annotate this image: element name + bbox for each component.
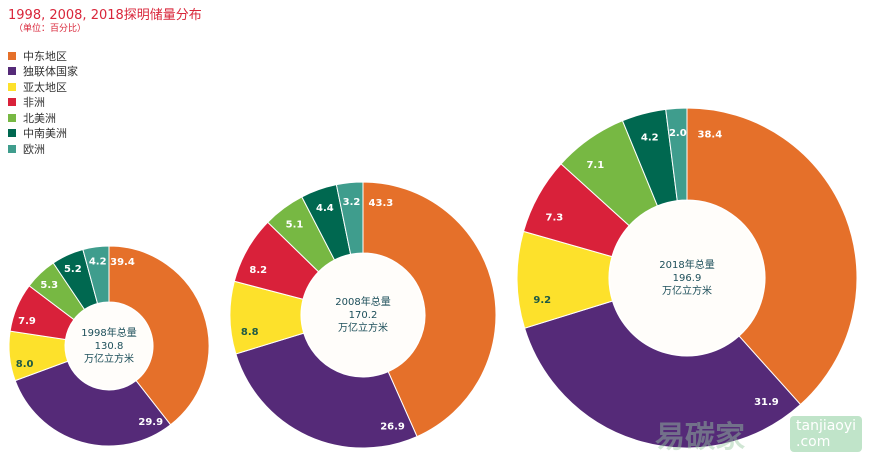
donut-slice bbox=[235, 332, 418, 449]
donut-hole bbox=[610, 201, 764, 355]
chart-title: 1998, 2008, 2018探明储量分布 bbox=[8, 8, 202, 23]
legend: 中东地区独联体国家 亚太地区非洲 北美洲中南美洲 欧洲 bbox=[8, 48, 78, 157]
center-label: 1998年总量 bbox=[81, 326, 136, 339]
data-label: 5.2 bbox=[64, 264, 82, 275]
donut-slice bbox=[82, 245, 110, 305]
legend-swatch bbox=[8, 113, 16, 122]
legend-item: 独联体国家 bbox=[8, 64, 78, 80]
legend-item: 亚太地区 bbox=[8, 79, 78, 95]
data-label: 26.9 bbox=[380, 422, 405, 433]
data-label: 38.4 bbox=[698, 130, 723, 141]
donut-slice bbox=[362, 181, 497, 438]
center-label: 196.9 bbox=[673, 273, 702, 284]
donut-slice bbox=[523, 300, 802, 449]
donut-hole bbox=[302, 254, 424, 376]
legend-label: 中南美洲 bbox=[23, 127, 67, 141]
data-label: 8.8 bbox=[241, 327, 259, 338]
data-label: 2.0 bbox=[669, 128, 687, 139]
donut-slice bbox=[335, 181, 364, 255]
legend-swatch bbox=[8, 129, 16, 138]
data-label: 4.4 bbox=[316, 203, 334, 214]
center-label: 170.2 bbox=[349, 310, 378, 321]
center-label: 万亿立方米 bbox=[84, 352, 134, 365]
legend-label: 欧洲 bbox=[23, 142, 45, 156]
legend-swatch bbox=[8, 98, 16, 107]
data-label: 5.3 bbox=[40, 280, 58, 291]
legend-label: 亚太地区 bbox=[23, 80, 67, 94]
center-label: 万亿立方米 bbox=[338, 321, 388, 334]
data-label: 9.2 bbox=[533, 295, 551, 306]
legend-swatch bbox=[8, 144, 16, 153]
data-label: 29.9 bbox=[138, 417, 163, 428]
donut-slice bbox=[108, 245, 210, 426]
center-label: 2018年总量 bbox=[659, 258, 714, 271]
legend-item: 中南美洲 bbox=[8, 126, 78, 142]
center-label: 2008年总量 bbox=[335, 295, 390, 308]
legend-label: 北美洲 bbox=[23, 111, 56, 125]
legend-label: 独联体国家 bbox=[23, 65, 78, 79]
data-label: 8.2 bbox=[249, 265, 267, 276]
data-label: 7.1 bbox=[586, 160, 604, 171]
center-label: 130.8 bbox=[95, 341, 124, 352]
legend-item: 欧洲 bbox=[8, 141, 78, 157]
data-label: 4.2 bbox=[89, 257, 107, 268]
legend-swatch bbox=[8, 51, 16, 60]
watermark-logo: 易碳家 bbox=[655, 420, 745, 455]
data-label: 31.9 bbox=[754, 397, 779, 408]
donut-slice bbox=[665, 107, 688, 202]
data-label: 4.2 bbox=[641, 133, 659, 144]
chart-subtitle: （单位：百分比） bbox=[14, 24, 87, 34]
legend-label: 中东地区 bbox=[23, 49, 67, 63]
legend-swatch bbox=[8, 82, 16, 91]
donut-hole bbox=[66, 303, 152, 389]
legend-item: 非洲 bbox=[8, 95, 78, 111]
legend-item: 北美洲 bbox=[8, 110, 78, 126]
data-label: 8.0 bbox=[16, 359, 34, 370]
data-label: 5.1 bbox=[286, 219, 304, 230]
data-label: 3.2 bbox=[343, 197, 361, 208]
legend-item: 中东地区 bbox=[8, 48, 78, 64]
donut-slice bbox=[14, 360, 172, 447]
legend-swatch bbox=[8, 67, 16, 76]
watermark-site: tanjiaoyi .com bbox=[790, 416, 863, 452]
donut-slice bbox=[686, 107, 858, 406]
data-label: 7.3 bbox=[546, 212, 564, 223]
data-label: 7.9 bbox=[18, 316, 36, 327]
data-label: 39.4 bbox=[110, 257, 135, 268]
data-label: 43.3 bbox=[369, 198, 394, 209]
center-label: 万亿立方米 bbox=[662, 284, 712, 297]
legend-label: 非洲 bbox=[23, 96, 45, 110]
